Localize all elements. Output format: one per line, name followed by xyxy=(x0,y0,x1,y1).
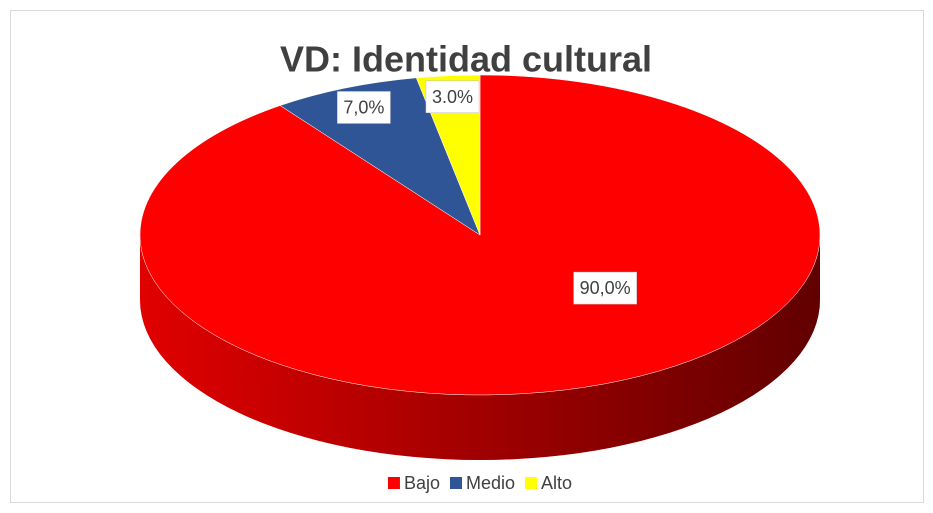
legend-swatch xyxy=(525,477,538,489)
data-label-group: 7,0% xyxy=(337,91,391,124)
data-label: 7,0% xyxy=(343,97,384,117)
data-label-group: 90,0% xyxy=(573,271,637,305)
slice xyxy=(415,74,481,236)
legend: Bajo Medio Alto xyxy=(387,473,572,493)
data-label: 90,0% xyxy=(580,278,631,298)
data-label: 3.0% xyxy=(432,87,473,107)
data-label-box xyxy=(573,271,637,305)
legend-label: Alto xyxy=(541,473,572,493)
legend-swatch xyxy=(387,477,400,489)
legend-swatch xyxy=(449,477,462,489)
legend-label: Medio xyxy=(466,473,515,493)
side-shade xyxy=(140,235,820,460)
data-label-box xyxy=(337,91,391,124)
chart-title: VD: Identidad cultural xyxy=(280,39,652,80)
data-label-group: 3.0% xyxy=(425,80,480,114)
slice xyxy=(279,77,481,236)
legend-label: Bajo xyxy=(404,473,440,493)
data-label-box xyxy=(425,80,480,114)
